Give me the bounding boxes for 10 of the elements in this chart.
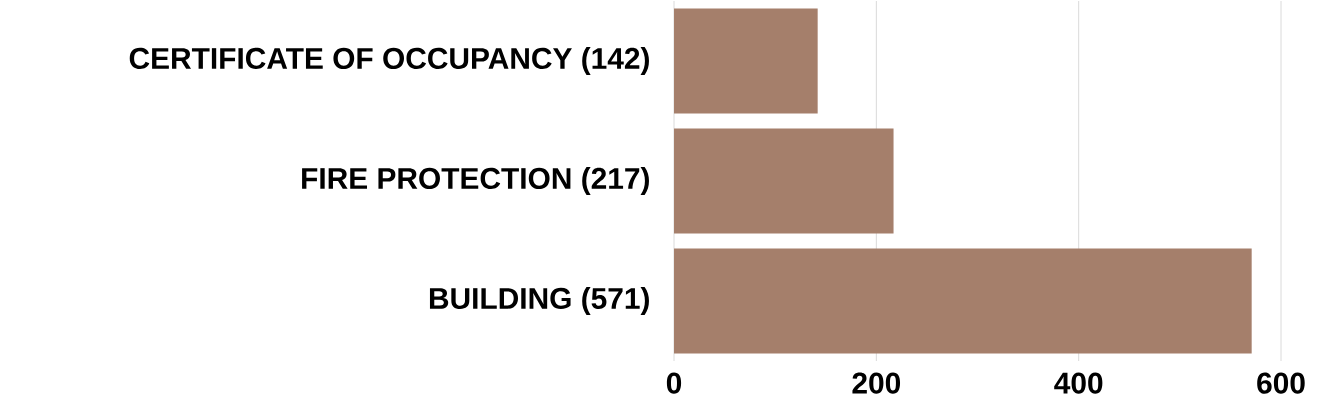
y-tick-label: BUILDING (571) — [429, 287, 649, 315]
x-tick-label: 200 — [852, 372, 901, 394]
x-tick-label: 400 — [1054, 372, 1103, 394]
x-tick-label: 0 — [666, 372, 682, 394]
x-tick-label: 600 — [1257, 372, 1305, 394]
y-tick-label: CERTIFICATE OF OCCUPANCY (142) — [129, 47, 649, 75]
bar — [674, 248, 1252, 354]
y-tick-label: FIRE PROTECTION (217) — [302, 167, 649, 195]
bar — [674, 128, 894, 234]
bar — [674, 8, 818, 114]
